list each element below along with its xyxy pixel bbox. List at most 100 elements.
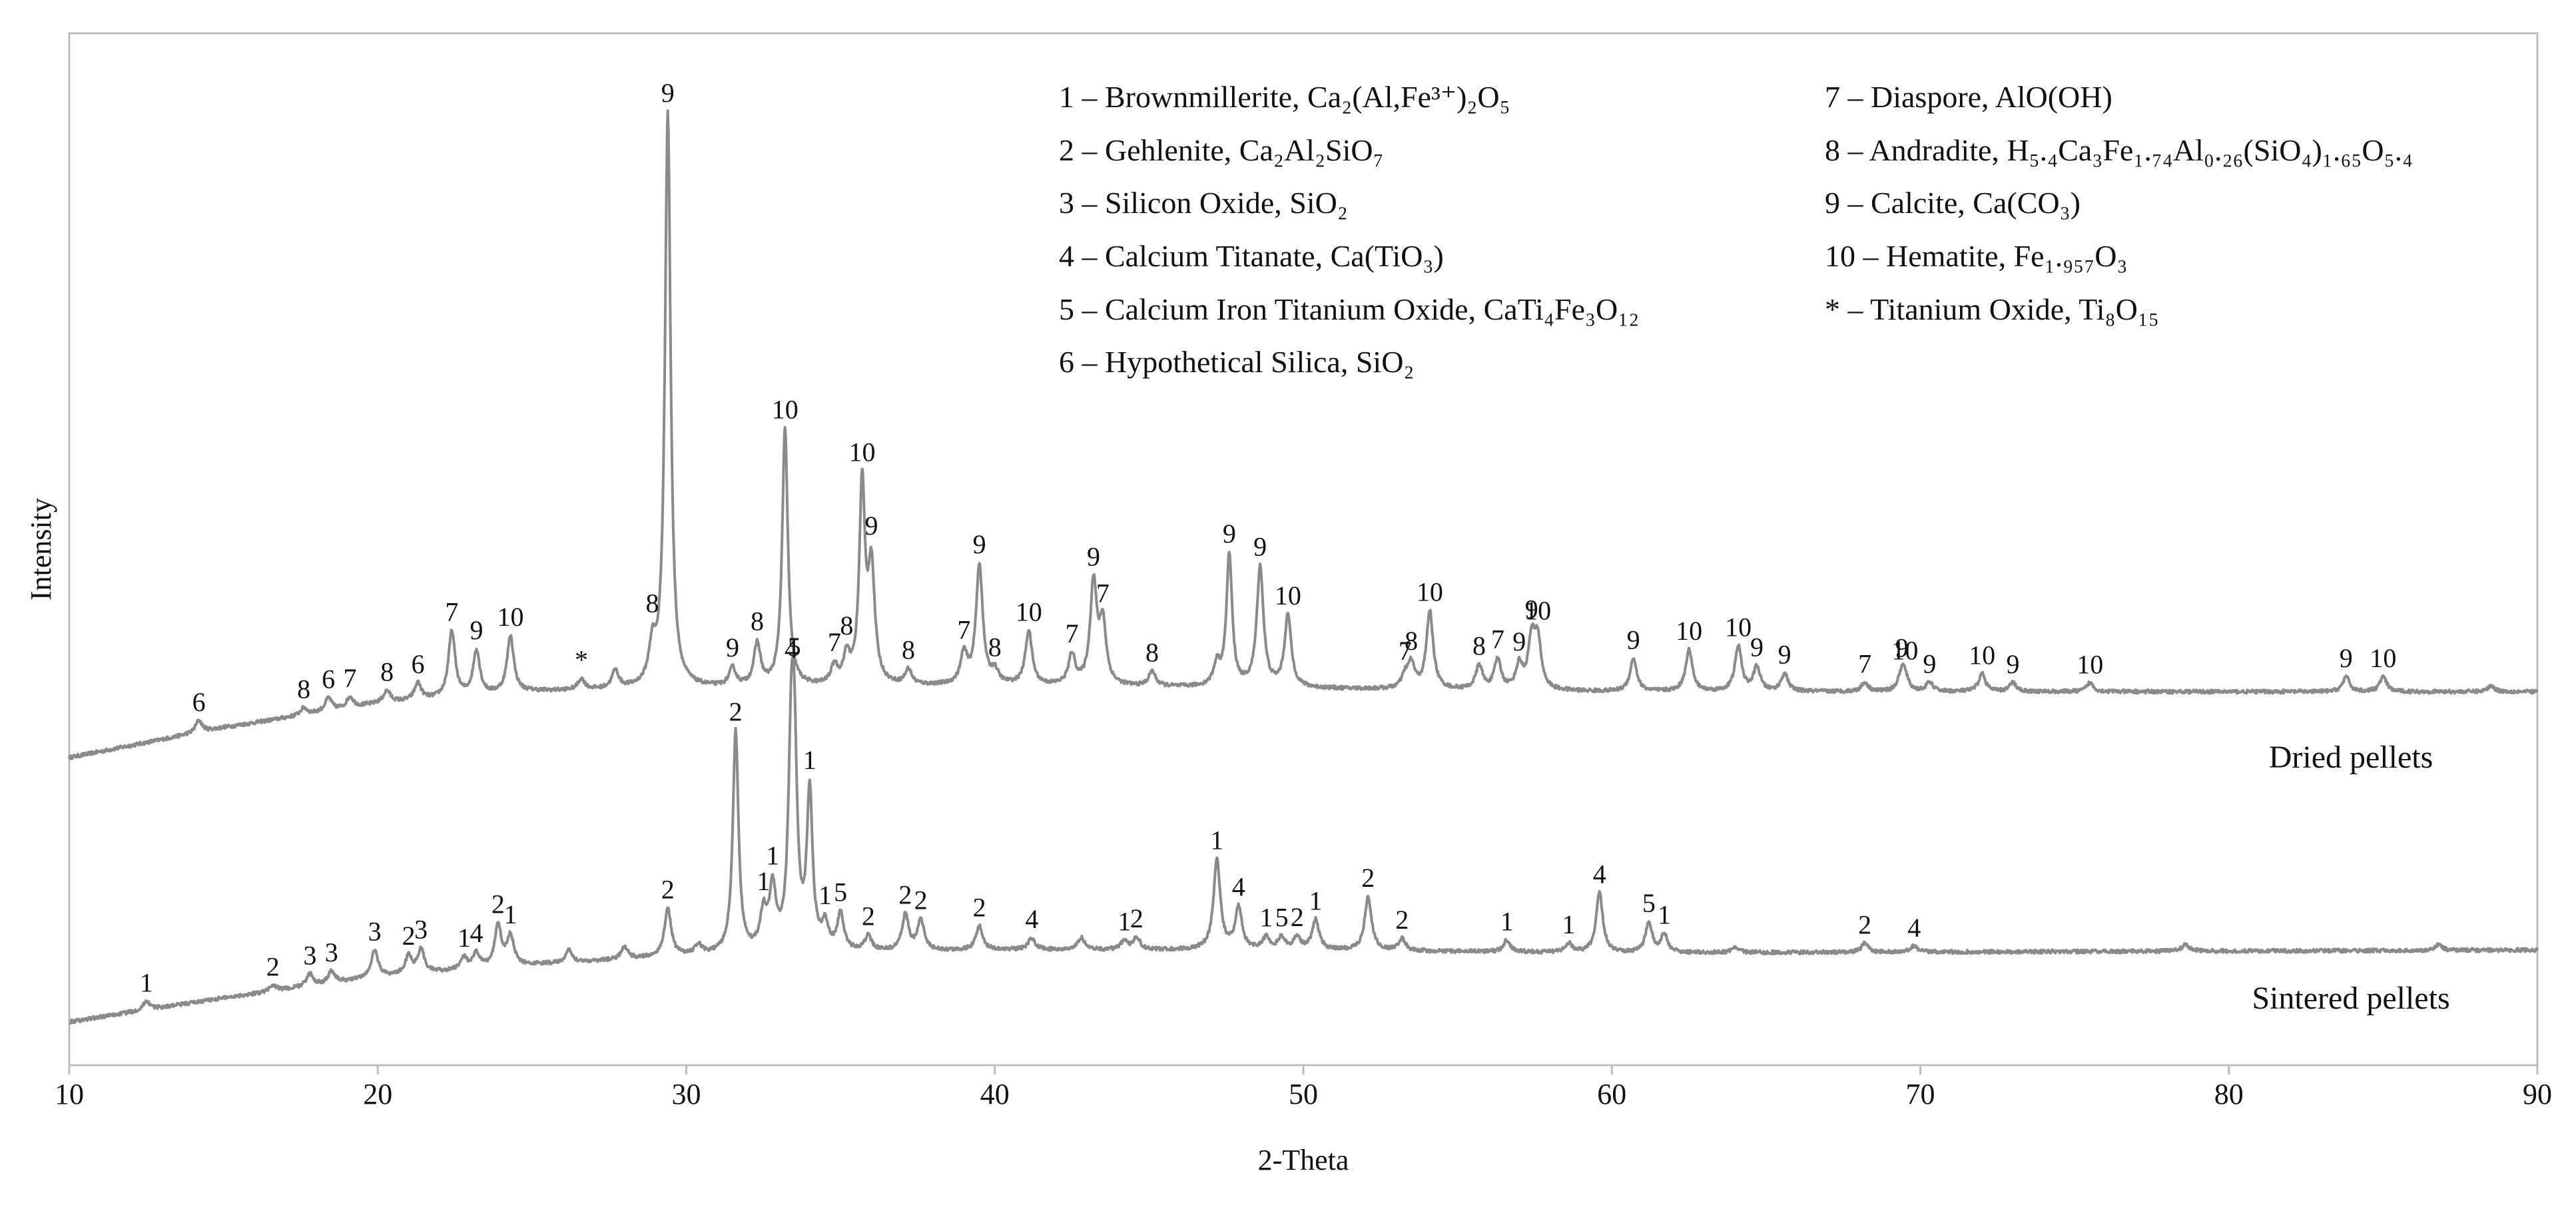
peak-label: 9 (1750, 632, 1764, 662)
peak-label: 9 (1087, 541, 1100, 571)
peak-label: 2 (402, 921, 416, 951)
peak-label: 9 (661, 78, 675, 108)
peak-label: 9 (1923, 648, 1936, 678)
y-axis-label: Intensity (25, 498, 57, 601)
peak-label: 9 (1778, 640, 1791, 670)
peak-label: 1 (757, 866, 770, 896)
peak-label: 8 (1405, 626, 1418, 656)
peak-label: 9 (726, 632, 739, 662)
peak-label: 4 (1593, 859, 1606, 889)
peak-label: 1 (1210, 826, 1223, 855)
legend-item-7: 7 – Diaspore, AlO(OH) (1825, 80, 2112, 114)
peak-label: 2 (862, 901, 875, 931)
x-tick-label: 30 (672, 1078, 701, 1110)
peak-label: 10 (1417, 577, 1443, 607)
series-line (68, 109, 2539, 760)
peak-label: 1 (1259, 902, 1273, 932)
peak-label: 1 (1658, 899, 1671, 929)
peak-label: 8 (988, 632, 1002, 662)
peak-label: 1 (1562, 909, 1575, 939)
series-name-label: Sintered pellets (2252, 981, 2449, 1016)
peak-label: 6 (192, 687, 206, 717)
peak-label: 8 (1145, 637, 1159, 667)
peak-label: 1 (818, 880, 832, 910)
legend-item-6: 6 – Hypothetical Silica, SiO₂ (1059, 345, 1415, 379)
peak-label: 10 (1891, 635, 1918, 665)
peak-label: 4 (1232, 871, 1245, 901)
peak-label: 5 (834, 877, 847, 907)
peak-label: 10 (497, 602, 523, 632)
x-tick-label: 40 (980, 1078, 1010, 1110)
legend-item-2: 2 – Gehlenite, Ca₂Al₂SiO₇ (1059, 132, 1384, 167)
peak-label: 1 (1309, 885, 1323, 915)
peak-label: 10 (1275, 581, 1301, 610)
peak-label: 2 (973, 892, 986, 922)
peak-label: 2 (491, 889, 505, 919)
peak-label: 7 (445, 597, 458, 627)
peak-label: 8 (840, 610, 853, 640)
peak-label: 5 (1275, 902, 1289, 932)
peak-label: 10 (2077, 649, 2103, 679)
peak-label: 9 (1253, 531, 1267, 561)
peak-label: 1 (766, 840, 779, 870)
x-tick-label: 50 (1289, 1078, 1318, 1110)
peak-label: 9 (973, 529, 986, 559)
legend-item-4: 4 – Calcium Titanate, Ca(TiO₃) (1059, 238, 1444, 273)
peak-label: 2 (661, 874, 675, 904)
peak-label: 7 (1858, 649, 1871, 679)
peak-label: 9 (1525, 595, 1538, 624)
x-tick-label: 70 (1906, 1078, 1935, 1110)
x-tick-label: 80 (2214, 1078, 2244, 1110)
peak-label: 10 (1676, 616, 1702, 646)
legend-item-10: 10 – Hematite, Fe₁.₉₅₇O₃ (1825, 238, 2128, 273)
series-line (68, 655, 2539, 1025)
legend-item-5: 5 – Calcium Iron Titanium Oxide, CaTi₄Fe… (1059, 292, 1640, 326)
x-tick-label: 60 (1597, 1078, 1626, 1110)
legend: 1 – Brownmillerite, Ca₂(Al,Fe³⁺)₂O₅ 7 – … (1059, 73, 2537, 386)
peak-label: 10 (1016, 597, 1042, 626)
peak-label: 7 (344, 663, 357, 693)
peak-label: 3 (414, 914, 428, 944)
peak-label: 7 (1399, 636, 1412, 666)
legend-item-3: 3 – Silicon Oxide, SiO₂ (1059, 186, 1348, 220)
peak-label: 8 (902, 634, 915, 664)
peak-label: 7 (1066, 618, 1079, 648)
peak-label: 1 (503, 899, 517, 929)
x-tick-label: 20 (363, 1078, 392, 1110)
peak-label: 10 (1524, 595, 1551, 625)
peak-label: 10 (772, 394, 799, 424)
peak-label: 10 (1969, 640, 1995, 670)
peak-label: 7 (1096, 579, 1110, 608)
peak-label: 2 (1130, 903, 1143, 933)
peak-label: 2 (729, 696, 743, 726)
peak-label: 5 (788, 632, 801, 662)
peak-label: 8 (380, 656, 394, 686)
series-name-label: Dried pellets (2269, 740, 2433, 775)
x-axis-label: 2-Theta (1258, 1144, 1349, 1176)
peak-label: 7 (1491, 624, 1504, 654)
peak-label: 7 (957, 615, 970, 645)
peak-label: 7 (828, 627, 841, 657)
peak-label: 1 (140, 967, 153, 997)
peak-label: 8 (1472, 630, 1486, 660)
peak-label: 4 (470, 918, 483, 948)
peak-label: 3 (325, 937, 338, 967)
peak-label: 9 (2340, 643, 2353, 673)
peak-label: 9 (864, 511, 878, 541)
peak-label: 3 (368, 917, 382, 947)
peak-label: 10 (2370, 643, 2396, 673)
peak-label: 5 (1642, 888, 1656, 918)
peak-label: 4 (785, 634, 798, 664)
peak-label: * (575, 645, 588, 675)
peak-label: 1 (1500, 907, 1514, 937)
peak-label: 9 (2006, 649, 2019, 679)
peak-label: 8 (297, 674, 310, 704)
peak-label: 6 (322, 664, 335, 694)
peak-label: 2 (898, 879, 912, 909)
peak-label: 10 (1725, 612, 1752, 642)
peak-label: 3 (303, 940, 316, 970)
x-axis: 10 20 30 40 50 60 70 80 90 (55, 1065, 2552, 1110)
